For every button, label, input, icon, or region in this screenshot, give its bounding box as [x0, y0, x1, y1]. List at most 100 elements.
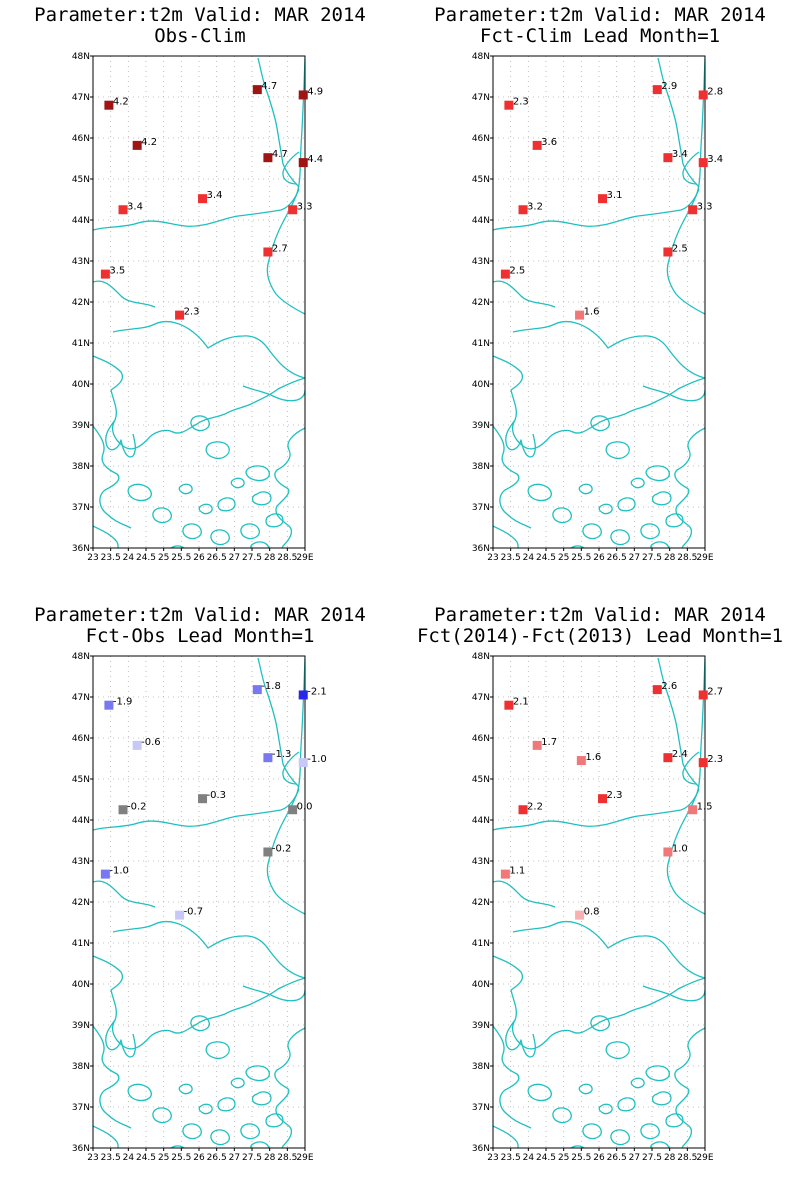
station-value-label: 3.1: [607, 190, 623, 201]
station-value-label: 2.8: [707, 86, 723, 97]
station-value-label: 3.6: [541, 137, 557, 148]
panel-fct-clim: Parameter:t2m Valid: MAR 2014 Fct-Clim L…: [400, 0, 800, 600]
station-value-label: 0.8: [584, 907, 600, 918]
panel-title-line2: Fct(2014)-Fct(2013) Lead Month=1: [416, 625, 784, 647]
lon-tick-label: 24: [123, 1153, 135, 1163]
station-marker: [100, 269, 110, 279]
station-marker: [663, 753, 673, 763]
lon-tick-label: 27.5: [642, 1153, 662, 1163]
panel-title-line2: Fct-Obs Lead Month=1: [85, 625, 315, 647]
lat-tick-label: 39N: [472, 1021, 490, 1031]
map-panel: 48N47N46N45N44N43N42N41N40N39N38N37N36N2…: [72, 52, 323, 563]
station-marker: [132, 140, 142, 150]
station-marker: [298, 758, 308, 768]
station-marker: [532, 140, 542, 150]
panel-obs-clim: Parameter:t2m Valid: MAR 2014 Obs-Clim: [0, 0, 400, 600]
lat-tick-label: 43N: [72, 257, 90, 267]
station-marker: [298, 690, 308, 700]
lat-tick-label: 40N: [72, 380, 90, 390]
lon-tick-label: 23.5: [101, 1153, 121, 1163]
station-value-label: 3.4: [672, 149, 688, 160]
lon-tick-label: 25.5: [171, 1153, 191, 1163]
lat-tick-label: 42N: [472, 898, 490, 908]
lon-tick-label: 28.5: [677, 1153, 697, 1163]
map-panel: 48N47N46N45N44N43N42N41N40N39N38N37N36N2…: [72, 652, 327, 1163]
station-marker: [118, 205, 128, 215]
station-marker: [598, 194, 608, 204]
station-marker: [688, 205, 698, 215]
station-marker: [252, 85, 262, 95]
panel-title-line1: Parameter:t2m Valid: MAR 2014: [34, 4, 366, 26]
station-value-label: 1.6: [585, 752, 601, 763]
station-value-label: 4.9: [307, 86, 323, 97]
lat-tick-label: 48N: [72, 652, 90, 662]
lat-tick-label: 44N: [472, 816, 490, 826]
lat-tick-label: 48N: [472, 652, 490, 662]
station-marker: [175, 910, 185, 920]
lat-tick-label: 38N: [72, 1062, 90, 1072]
lat-tick-label: 45N: [472, 775, 490, 785]
lon-tick-label: 28: [664, 553, 676, 563]
station-value-label: -2.1: [307, 686, 327, 697]
station-marker: [263, 847, 273, 857]
station-value-label: 3.5: [109, 266, 125, 277]
station-marker: [575, 310, 585, 320]
lon-tick-label: 27.5: [642, 553, 662, 563]
lat-tick-label: 38N: [72, 462, 90, 472]
lat-tick-label: 36N: [72, 544, 90, 554]
lon-tick-label: 25: [158, 1153, 169, 1163]
map-panel: 48N47N46N45N44N43N42N41N40N39N38N37N36N2…: [472, 652, 723, 1163]
lon-tick-label: 28: [264, 1153, 276, 1163]
lon-tick-label: 27: [629, 553, 640, 563]
lon-tick-label: 28: [664, 1153, 676, 1163]
station-value-label: -0.3: [207, 790, 227, 801]
station-value-label: 2.4: [672, 749, 688, 760]
station-value-label: -1.0: [109, 866, 129, 877]
lat-tick-label: 45N: [472, 175, 490, 185]
lat-tick-label: 39N: [72, 421, 90, 431]
lon-tick-label: 29E: [296, 1153, 313, 1163]
station-value-label: 4.2: [113, 97, 129, 108]
lon-tick-label: 23: [87, 553, 98, 563]
station-marker: [288, 205, 298, 215]
map-panel: 48N47N46N45N44N43N42N41N40N39N38N37N36N2…: [472, 52, 723, 563]
lat-tick-label: 39N: [472, 421, 490, 431]
panel-fct-obs: Parameter:t2m Valid: MAR 2014 Fct-Obs Le…: [0, 600, 400, 1200]
lon-tick-label: 26: [593, 553, 605, 563]
station-value-label: 2.1: [513, 697, 529, 708]
station-value-label: -0.2: [127, 801, 147, 812]
lon-tick-label: 26.5: [607, 1153, 627, 1163]
station-marker: [118, 805, 128, 815]
lon-tick-label: 26: [193, 553, 205, 563]
station-marker: [532, 740, 542, 750]
station-marker: [263, 153, 273, 163]
lon-tick-label: 28.5: [277, 553, 297, 563]
lon-tick-label: 26.5: [207, 553, 227, 563]
lat-tick-label: 45N: [72, 175, 90, 185]
lat-tick-label: 46N: [472, 134, 490, 144]
station-marker: [518, 805, 528, 815]
station-marker: [698, 90, 708, 100]
lon-tick-label: 26: [193, 1153, 205, 1163]
station-marker: [252, 685, 262, 695]
lon-tick-label: 27.5: [242, 1153, 262, 1163]
lat-tick-label: 46N: [72, 134, 90, 144]
station-value-label: 3.2: [527, 201, 543, 212]
panel-title-line2: Fct-Clim Lead Month=1: [479, 25, 721, 47]
station-value-label: 2.7: [707, 686, 723, 697]
lon-tick-label: 26: [593, 1153, 605, 1163]
lon-tick-label: 23: [87, 1153, 98, 1163]
station-value-label: 2.3: [184, 307, 200, 318]
lat-tick-label: 36N: [472, 1144, 490, 1154]
lat-tick-label: 47N: [472, 93, 490, 103]
lon-tick-label: 23.5: [501, 1153, 521, 1163]
station-value-label: 3.4: [127, 201, 143, 212]
station-value-label: 3.3: [297, 201, 313, 212]
lon-tick-label: 29E: [296, 553, 313, 563]
grid-lines: [493, 656, 705, 1148]
lat-tick-label: 40N: [472, 380, 490, 390]
lat-tick-label: 38N: [472, 462, 490, 472]
lat-tick-label: 36N: [472, 544, 490, 554]
station-value-label: 1.1: [509, 866, 525, 877]
